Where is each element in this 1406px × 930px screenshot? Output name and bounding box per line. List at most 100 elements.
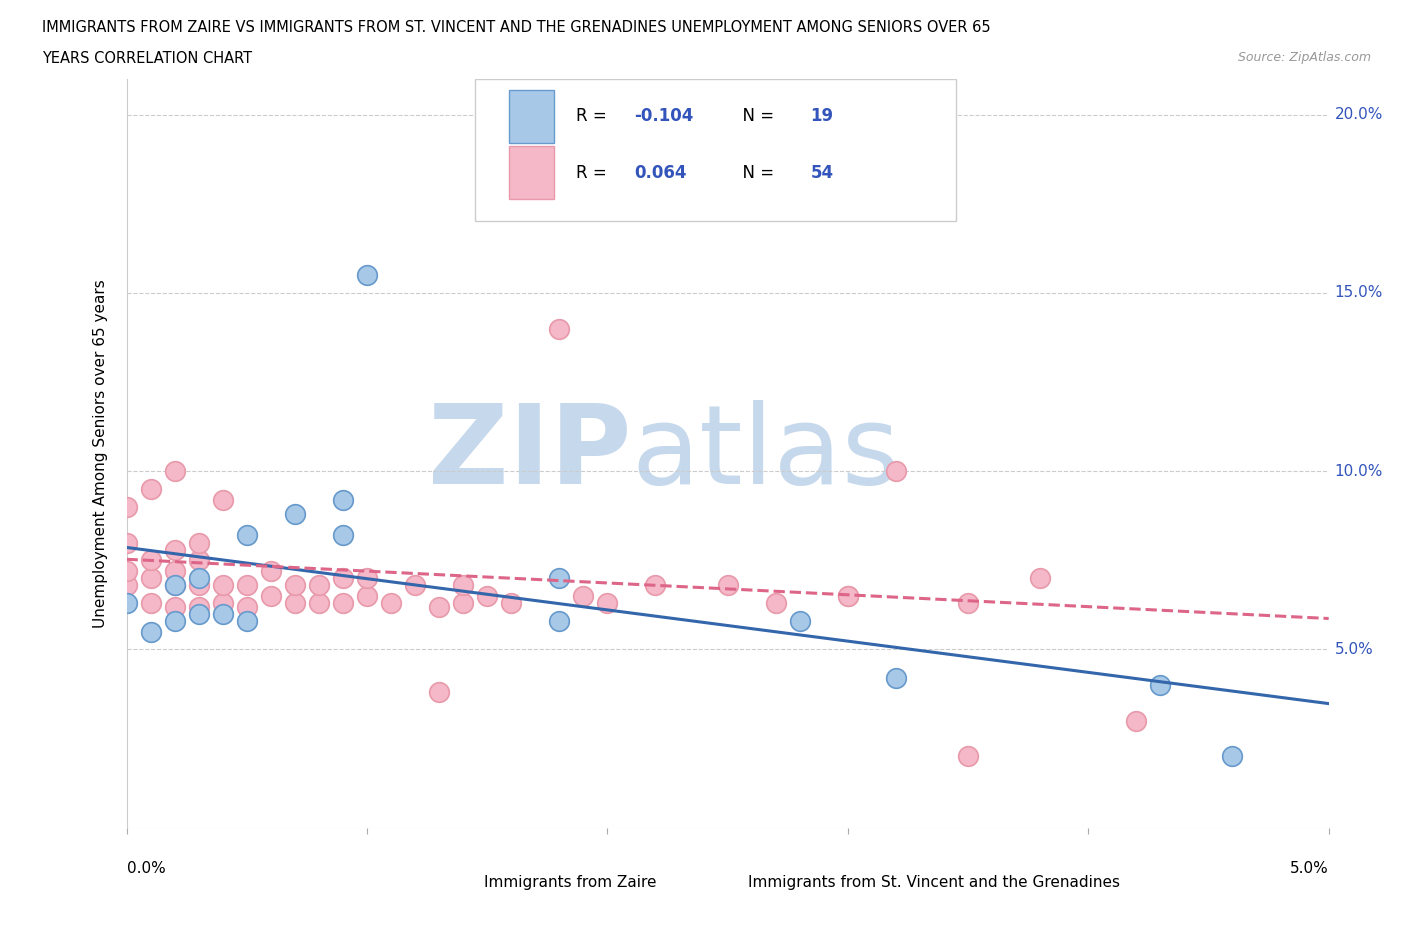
Point (187, 535, 209, 550)
Point (163, 599, 186, 614)
Point (187, 599, 209, 614)
Text: YEARS CORRELATION CHART: YEARS CORRELATION CHART (42, 51, 252, 66)
Point (139, 552, 162, 567)
Point (644, 578, 666, 592)
Point (1222, 749, 1244, 764)
Point (332, 596, 354, 611)
Point (884, 671, 907, 685)
Point (524, 143, 547, 158)
Point (451, 596, 474, 611)
Point (211, 606, 233, 621)
Point (163, 564, 186, 578)
Text: atlas: atlas (631, 400, 900, 507)
Point (187, 578, 209, 592)
Point (284, 507, 307, 522)
Point (308, 578, 330, 592)
Point (260, 589, 283, 604)
Point (380, 596, 402, 611)
Text: -0.104: -0.104 (634, 108, 693, 126)
Point (548, 321, 571, 336)
Text: ZIP: ZIP (427, 400, 631, 507)
Point (332, 571, 354, 586)
Point (115, 596, 138, 611)
Text: 15.0%: 15.0% (1334, 286, 1384, 300)
Point (451, 578, 474, 592)
FancyBboxPatch shape (509, 146, 554, 199)
Point (235, 599, 259, 614)
Point (139, 482, 162, 497)
Point (163, 464, 186, 479)
Point (884, 464, 907, 479)
Point (284, 596, 307, 611)
Text: 5.0%: 5.0% (1289, 861, 1329, 876)
Point (163, 578, 186, 592)
Point (332, 528, 354, 543)
Point (837, 589, 859, 604)
Point (115, 578, 138, 592)
FancyBboxPatch shape (703, 871, 737, 893)
Text: 10.0%: 10.0% (1334, 464, 1384, 479)
Point (548, 614, 571, 629)
Point (211, 596, 233, 611)
Text: 20.0%: 20.0% (1334, 107, 1384, 122)
Point (404, 578, 426, 592)
Y-axis label: Unemployment Among Seniors over 65 years: Unemployment Among Seniors over 65 years (93, 279, 108, 628)
Point (356, 589, 378, 604)
Point (308, 596, 330, 611)
Point (187, 606, 209, 621)
Point (501, 596, 523, 611)
Point (427, 599, 450, 614)
Point (235, 614, 259, 629)
Point (139, 571, 162, 586)
Point (284, 578, 307, 592)
Text: Source: ZipAtlas.com: Source: ZipAtlas.com (1237, 51, 1371, 64)
Point (1149, 678, 1171, 693)
Point (163, 614, 186, 629)
Text: R =: R = (576, 108, 612, 126)
Text: 0.0%: 0.0% (127, 861, 166, 876)
Text: N =: N = (733, 164, 780, 181)
Point (1029, 571, 1052, 586)
Point (139, 624, 162, 639)
Point (187, 571, 209, 586)
Point (115, 499, 138, 514)
Point (765, 596, 787, 611)
Text: R =: R = (576, 164, 612, 181)
Point (837, 589, 859, 604)
Point (548, 571, 571, 586)
Text: 0.064: 0.064 (634, 164, 686, 181)
Point (211, 578, 233, 592)
FancyBboxPatch shape (439, 871, 472, 893)
Text: 19: 19 (810, 108, 834, 126)
Point (163, 542, 186, 557)
Text: 5.0%: 5.0% (1334, 642, 1374, 657)
Text: Immigrants from Zaire: Immigrants from Zaire (484, 875, 657, 890)
Text: Immigrants from St. Vincent and the Grenadines: Immigrants from St. Vincent and the Gren… (748, 875, 1121, 890)
Point (789, 614, 811, 629)
Point (139, 596, 162, 611)
Point (260, 564, 283, 578)
FancyBboxPatch shape (509, 90, 554, 142)
Point (163, 578, 186, 592)
Point (475, 589, 498, 604)
Point (211, 492, 233, 507)
Point (572, 589, 595, 604)
Point (356, 571, 378, 586)
Point (956, 749, 979, 764)
Point (332, 492, 354, 507)
Text: IMMIGRANTS FROM ZAIRE VS IMMIGRANTS FROM ST. VINCENT AND THE GRENADINES UNEMPLOY: IMMIGRANTS FROM ZAIRE VS IMMIGRANTS FROM… (42, 20, 991, 35)
FancyBboxPatch shape (475, 79, 956, 221)
Point (596, 596, 619, 611)
Point (1125, 713, 1147, 728)
Point (115, 564, 138, 578)
Point (115, 535, 138, 550)
Text: N =: N = (733, 108, 780, 126)
Point (235, 578, 259, 592)
Point (716, 578, 740, 592)
Point (427, 684, 450, 699)
Text: 54: 54 (810, 164, 834, 181)
Point (235, 528, 259, 543)
Point (356, 268, 378, 283)
Point (187, 552, 209, 567)
Point (956, 596, 979, 611)
